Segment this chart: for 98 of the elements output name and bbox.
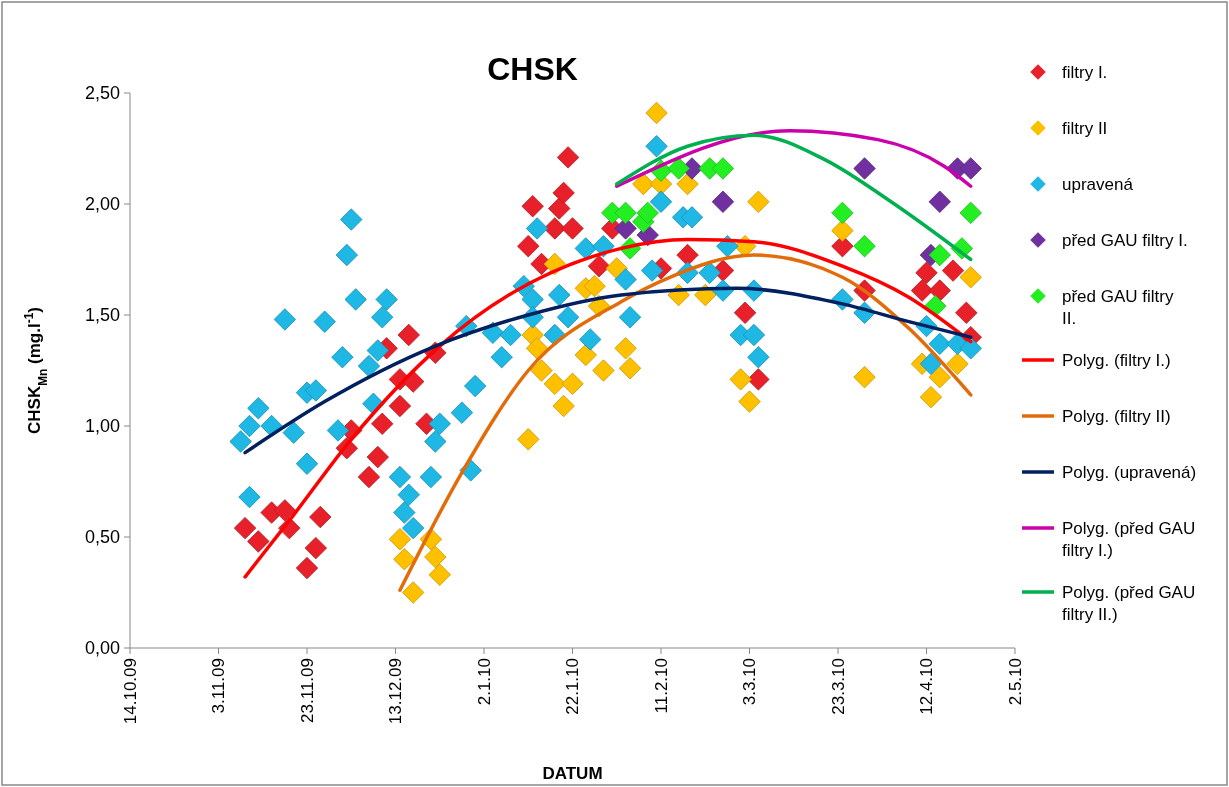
- x-tick-label: 3.3.10: [740, 658, 760, 706]
- point: [738, 390, 761, 413]
- point: [530, 359, 553, 382]
- legend-label: před GAU filtry II.: [1062, 286, 1174, 328]
- x-tick-label: 2.5.10: [1005, 658, 1025, 706]
- point: [928, 366, 951, 389]
- point: [928, 279, 951, 302]
- legend-label: Polyg. (upravená): [1062, 462, 1197, 482]
- point: [583, 275, 606, 298]
- point: [946, 352, 969, 375]
- legend-label: před GAU filtry I.: [1062, 230, 1188, 250]
- point: [618, 357, 642, 380]
- x-tick-label: 22.1.10: [563, 658, 583, 715]
- point: [733, 301, 757, 324]
- y-tick-label: 1,50: [84, 305, 120, 326]
- legend-label: Polyg. (před GAU filtry II.): [1062, 582, 1196, 624]
- point: [747, 190, 770, 213]
- point: [402, 581, 425, 604]
- legend-label: Polyg. (filtry I.): [1062, 350, 1171, 370]
- point: [959, 201, 982, 224]
- point: [393, 548, 416, 571]
- x-tick-label: 11.2.10: [651, 658, 671, 714]
- point: [309, 505, 332, 529]
- x-tick-label: 13.12.09: [386, 658, 406, 725]
- point: [517, 428, 540, 451]
- point: [517, 235, 540, 258]
- point: [711, 190, 735, 213]
- point: [676, 243, 699, 267]
- point: [388, 394, 412, 418]
- legend-label: filtry II: [1062, 118, 1108, 138]
- point: [729, 368, 752, 391]
- point: [915, 261, 938, 284]
- point: [747, 368, 770, 391]
- point: [831, 219, 854, 242]
- point: [357, 465, 381, 489]
- point: [273, 499, 296, 522]
- x-axis-title: DATUM: [542, 764, 603, 783]
- chart-title: CHSK: [487, 51, 578, 87]
- x-tick-label: 12.4.10: [917, 658, 937, 715]
- x-tick-label: 14.10.09: [120, 658, 140, 725]
- point: [711, 157, 735, 180]
- legend-label: Polyg. (filtry II): [1062, 406, 1171, 426]
- point: [574, 343, 597, 367]
- y-tick-label: 0,50: [84, 527, 120, 548]
- point: [428, 563, 451, 586]
- point: [247, 530, 270, 553]
- point: [552, 181, 575, 205]
- point: [424, 545, 447, 569]
- line-series: [615, 133, 973, 262]
- point: [636, 201, 659, 224]
- point: [525, 337, 549, 360]
- point: [831, 201, 854, 224]
- point: [632, 172, 655, 196]
- point: [928, 243, 951, 267]
- point: [614, 201, 637, 224]
- point: [928, 190, 951, 213]
- y-tick-label: 0,00: [84, 638, 120, 659]
- point: [561, 217, 584, 240]
- point: [955, 301, 978, 324]
- point: [959, 157, 982, 180]
- x-tick-label: 2.1.10: [474, 658, 494, 706]
- point: [548, 197, 571, 220]
- point: [561, 372, 584, 395]
- point: [853, 235, 876, 258]
- point: [853, 366, 876, 389]
- x-tick-label: 3.11.09: [209, 658, 229, 714]
- point: [910, 279, 934, 302]
- point: [919, 386, 943, 409]
- y-tick-label: 2,50: [84, 83, 120, 104]
- point: [397, 323, 420, 347]
- point: [366, 445, 389, 469]
- y-tick-label: 1,00: [84, 416, 120, 437]
- point: [605, 257, 628, 280]
- point: [959, 266, 982, 289]
- point: [592, 359, 615, 382]
- x-tick-label: 23.3.10: [828, 658, 848, 715]
- point: [304, 536, 327, 560]
- point: [587, 255, 611, 278]
- point: [233, 517, 257, 540]
- point: [614, 337, 637, 360]
- point: [521, 195, 544, 218]
- point: [853, 157, 876, 180]
- point: [388, 528, 412, 551]
- point: [295, 556, 319, 580]
- point: [667, 157, 690, 180]
- point: [552, 394, 575, 418]
- x-tick-label: 23.11.09: [297, 658, 317, 723]
- legend-label: filtry I.: [1062, 62, 1108, 82]
- legend-label: upravená: [1062, 174, 1134, 194]
- point: [543, 372, 566, 395]
- point: [556, 146, 580, 169]
- y-tick-label: 2,00: [84, 194, 120, 215]
- point: [941, 259, 965, 282]
- point: [645, 101, 668, 125]
- point: [676, 172, 699, 196]
- line-series: [615, 128, 973, 188]
- legend-label: Polyg. (před GAU filtry I.): [1062, 518, 1196, 560]
- point: [371, 412, 394, 435]
